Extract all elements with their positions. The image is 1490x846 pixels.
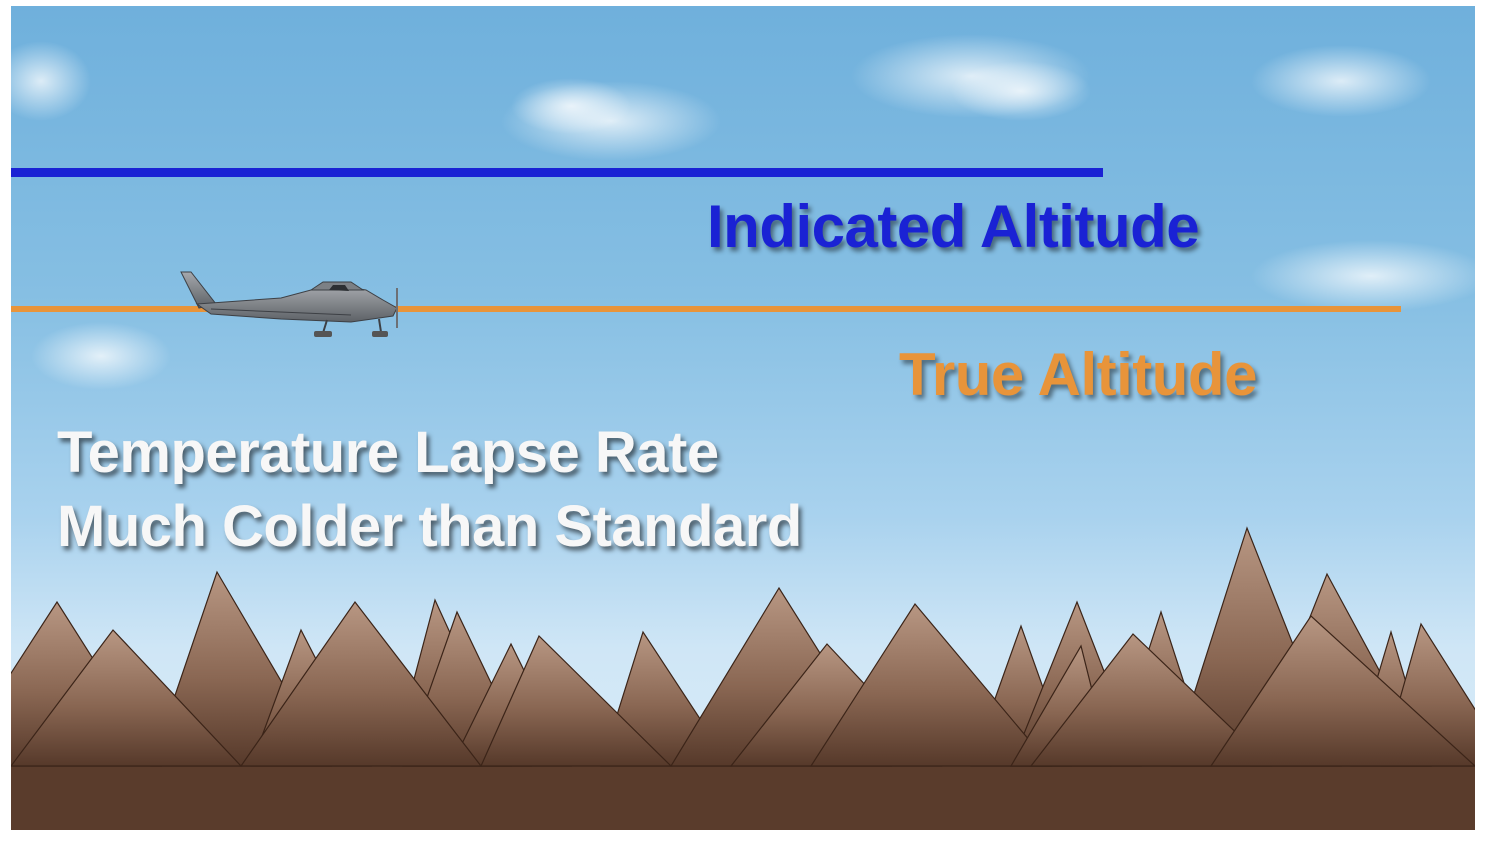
altitude-diagram: Indicated Altitude True Altitude Tempera… bbox=[11, 6, 1475, 830]
diagram-canvas bbox=[11, 34, 1475, 830]
indicated-altitude-label: Indicated Altitude bbox=[707, 193, 1200, 260]
true-altitude-line bbox=[11, 306, 1401, 312]
ground bbox=[11, 766, 1475, 830]
true-altitude-label: True Altitude bbox=[899, 341, 1257, 408]
indicated-altitude-line bbox=[11, 168, 1103, 177]
clouds bbox=[11, 34, 1475, 390]
mountain-range bbox=[11, 526, 1475, 767]
airplane-icon bbox=[180, 271, 398, 337]
caption-line-1: Temperature Lapse Rate bbox=[57, 420, 719, 485]
caption-line-2: Much Colder than Standard bbox=[57, 494, 802, 559]
temperature-caption: Temperature Lapse Rate Much Colder than … bbox=[57, 416, 802, 564]
